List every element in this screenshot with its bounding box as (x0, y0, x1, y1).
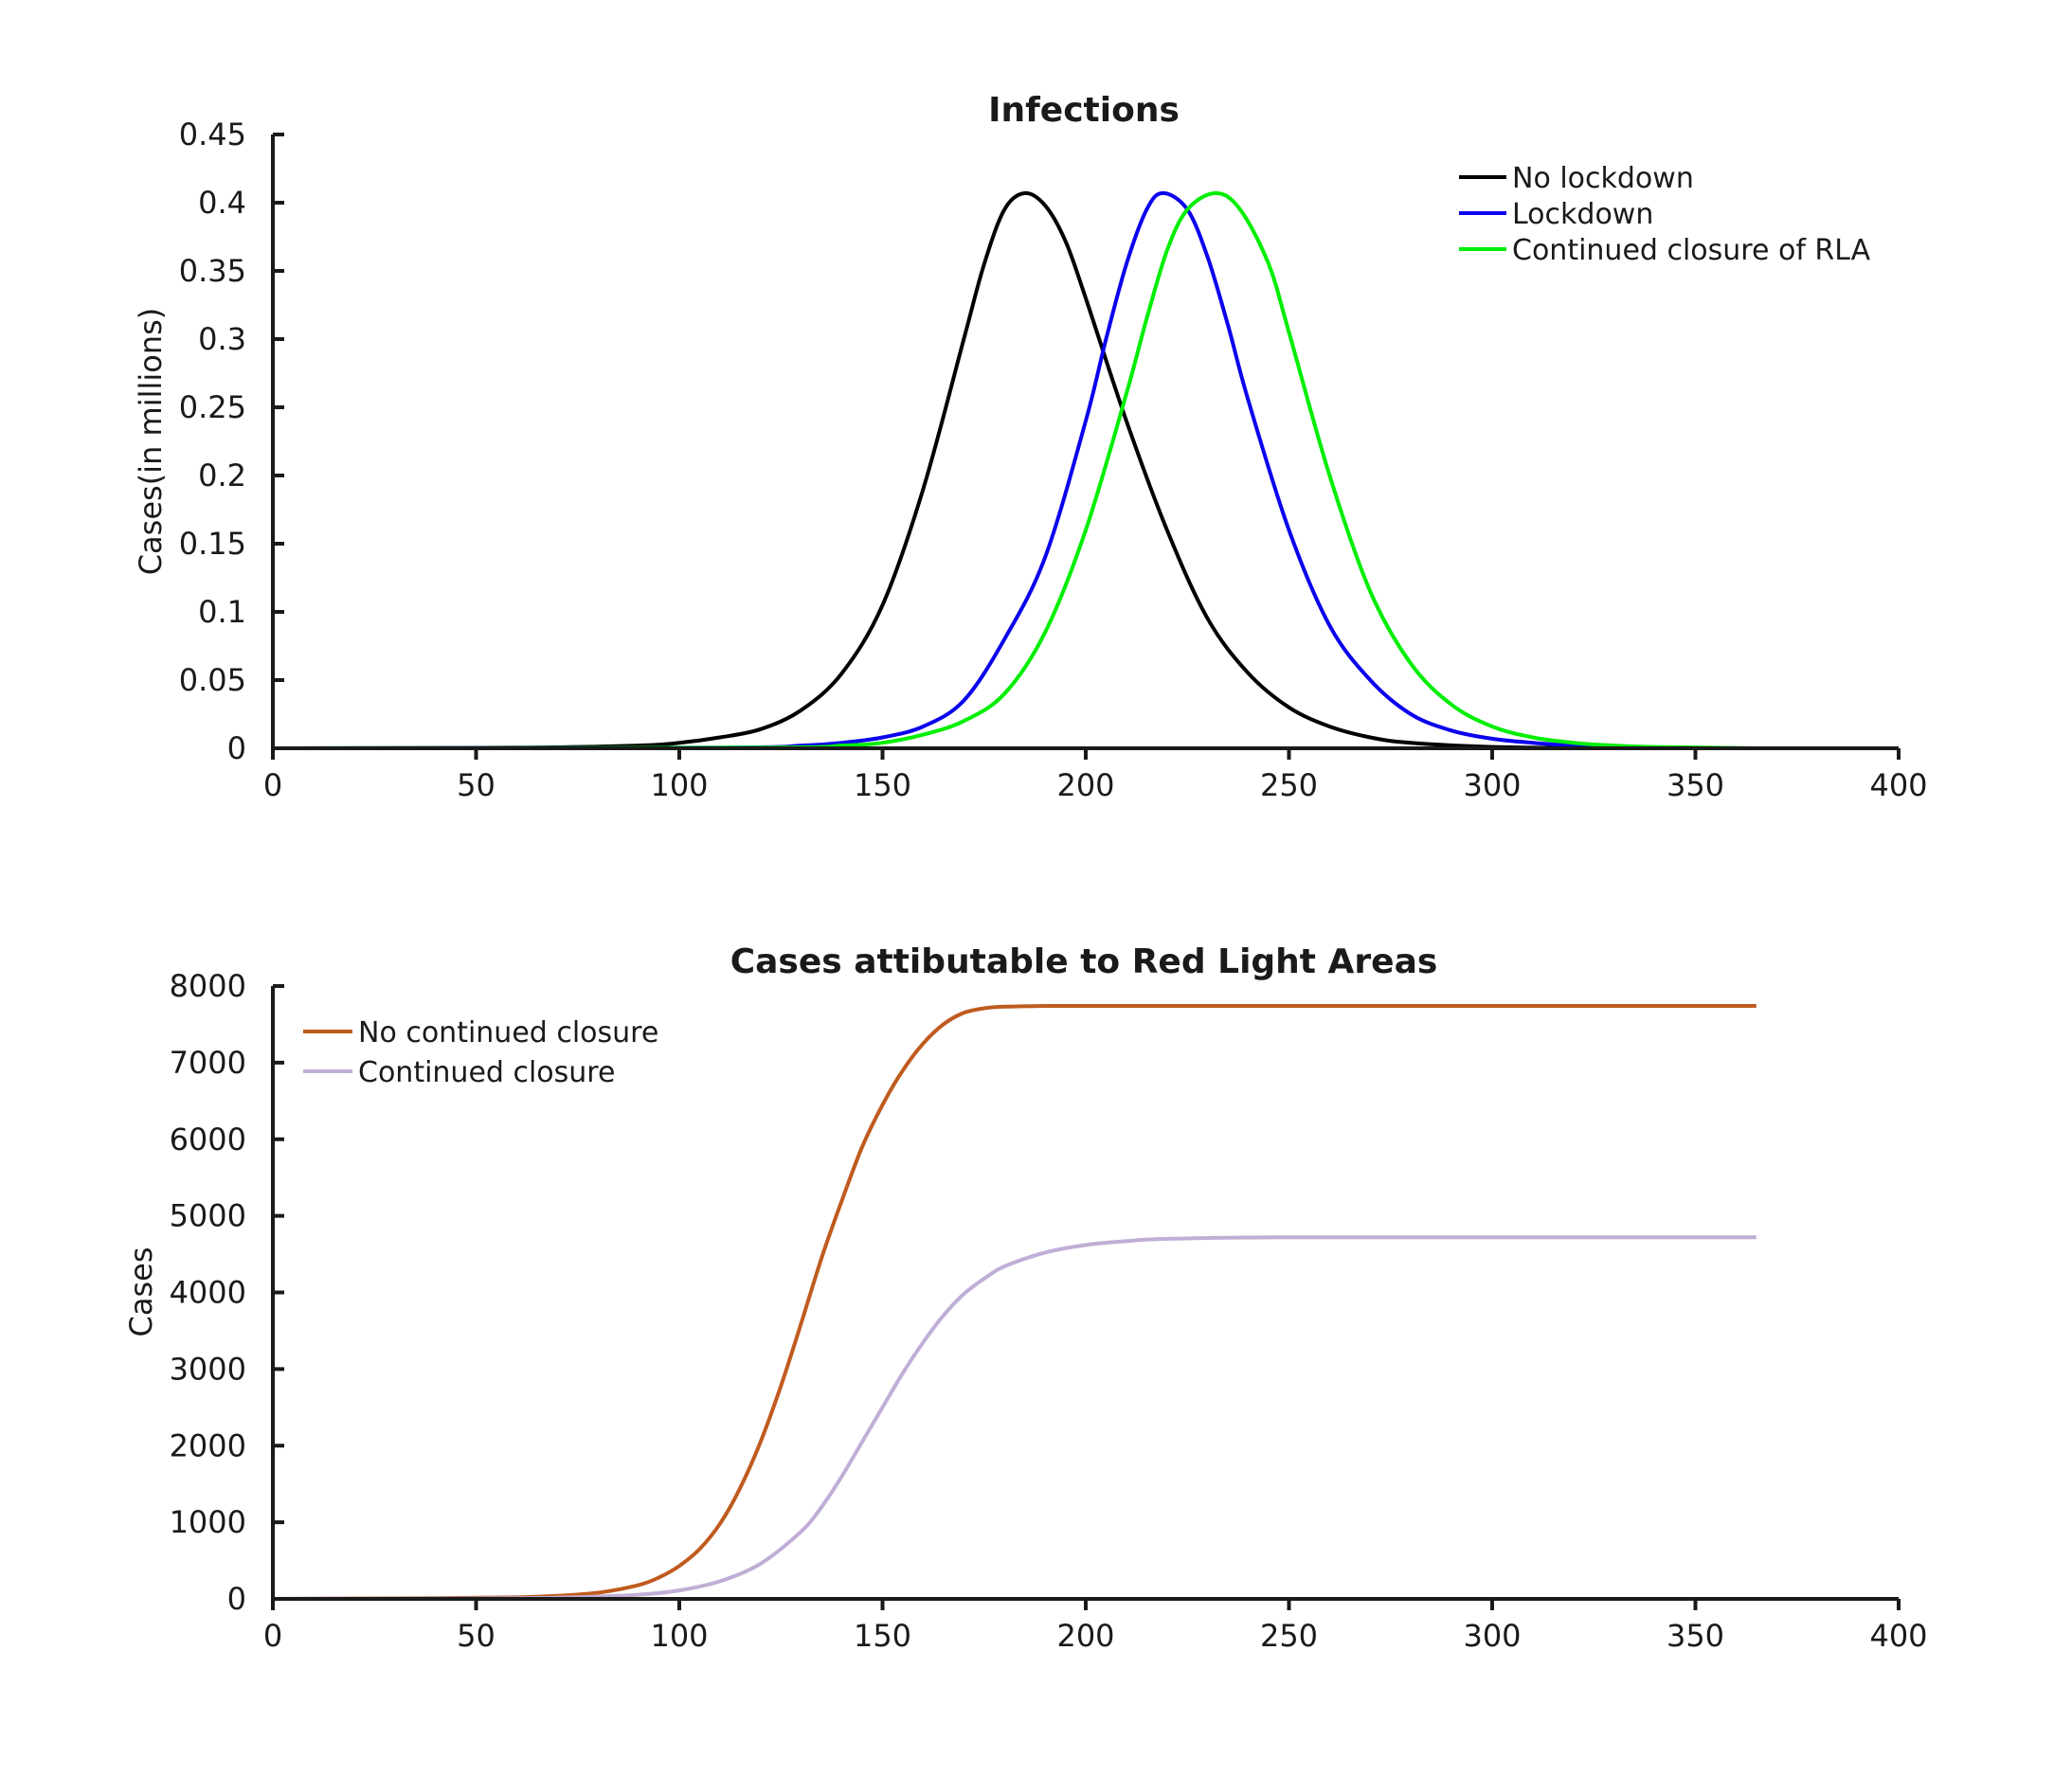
infections-x-tick-label: 100 (650, 767, 708, 803)
infections-y-tick-label: 0.05 (179, 662, 246, 698)
rla-cases-title: Cases attibutable to Red Light Areas (730, 942, 1438, 981)
legend-label-no-lockdown: No lockdown (1512, 162, 1694, 195)
rla-cases-x-tick-label: 350 (1667, 1618, 1724, 1654)
infections-ticks: 0 50 100 150 200 250 300 350 400 0 0.05 0.1 0.15 0.2 0… (179, 117, 1928, 803)
infections-x-tick-label: 300 (1463, 767, 1521, 803)
infections-y-tick-label: 0.25 (179, 389, 246, 425)
infections-y-tick-label: 0.2 (198, 457, 246, 493)
rla-cases-x-tick-label: 300 (1463, 1618, 1521, 1654)
rla-cases-panel: Cases attibutable to Red Light Areas Cas… (123, 942, 1928, 1654)
rla-cases-x-tick-label: 150 (854, 1618, 911, 1654)
rla-cases-y-tick-label: 4000 (170, 1275, 246, 1311)
rla-cases-x-tick-label: 50 (457, 1618, 495, 1654)
rla-cases-x-tick-label: 100 (650, 1618, 708, 1654)
rla-cases-x-tick-label: 0 (263, 1618, 282, 1654)
infections-y-tick-label: 0.35 (179, 253, 246, 289)
legend-label-continued-closure-of-rla: Continued closure of RLA (1512, 234, 1871, 267)
rla-cases-legend: No continued closure Continued closure (303, 1016, 658, 1089)
infections-x-tick-label: 250 (1260, 767, 1318, 803)
infections-y-tick-label: 0.3 (198, 321, 246, 357)
series-line-no-continued-closure (272, 1003, 1757, 1601)
infections-y-tick-label: 0.45 (179, 117, 246, 152)
rla-cases-y-tick-label: 7000 (170, 1045, 246, 1081)
rla-cases-y-tick-label: 8000 (170, 968, 246, 1004)
infections-x-tick-label: 50 (457, 767, 495, 803)
rla-cases-y-tick-label: 1000 (170, 1504, 246, 1540)
infections-x-tick-label: 200 (1056, 767, 1114, 803)
series-line-continued-closure-of-rla (272, 190, 1757, 750)
infections-y-tick-label: 0.15 (179, 526, 246, 562)
series-line-continued-closure (272, 1235, 1757, 1601)
rla-cases-ticks: 0 50 100 150 200 250 300 350 4000100020003000400… (170, 968, 1928, 1654)
infections-x-tick-label: 150 (854, 767, 911, 803)
legend-label-continued-closure: Continued closure (358, 1056, 615, 1089)
rla-cases-y-tick-label: 0 (227, 1581, 246, 1617)
infections-panel: Infections Cases(in millions) 0 50 100 150 2… (133, 91, 1928, 803)
rla-cases-series-lines (272, 1003, 1757, 1601)
infections-y-tick-label: 0.1 (198, 594, 246, 630)
legend-label-lockdown: Lockdown (1512, 198, 1653, 231)
infections-x-tick-label: 350 (1667, 767, 1724, 803)
rla-cases-y-tick-label: 3000 (170, 1351, 246, 1387)
series-line-lockdown (272, 190, 1757, 750)
rla-cases-y-tick-label: 5000 (170, 1198, 246, 1234)
rla-cases-x-tick-label: 250 (1260, 1618, 1318, 1654)
infections-y-tick-label: 0.4 (198, 185, 246, 221)
infections-y-tick-label: 0 (227, 730, 246, 766)
legend-label-no-continued-closure: No continued closure (358, 1016, 658, 1049)
infections-title: Infections (988, 91, 1180, 130)
rla-cases-x-tick-label: 400 (1869, 1618, 1927, 1654)
infections-y-axis-label: Cases(in millions) (133, 308, 169, 576)
infections-x-tick-label: 400 (1869, 767, 1927, 803)
infections-series-lines (272, 190, 1757, 750)
series-line-no-lockdown (272, 190, 1757, 750)
rla-cases-y-axis-label: Cases (123, 1247, 159, 1337)
rla-cases-x-tick-label: 200 (1056, 1618, 1114, 1654)
rla-cases-y-tick-label: 6000 (170, 1121, 246, 1157)
rla-cases-y-tick-label: 2000 (170, 1427, 246, 1463)
infections-x-tick-label: 0 (263, 767, 282, 803)
